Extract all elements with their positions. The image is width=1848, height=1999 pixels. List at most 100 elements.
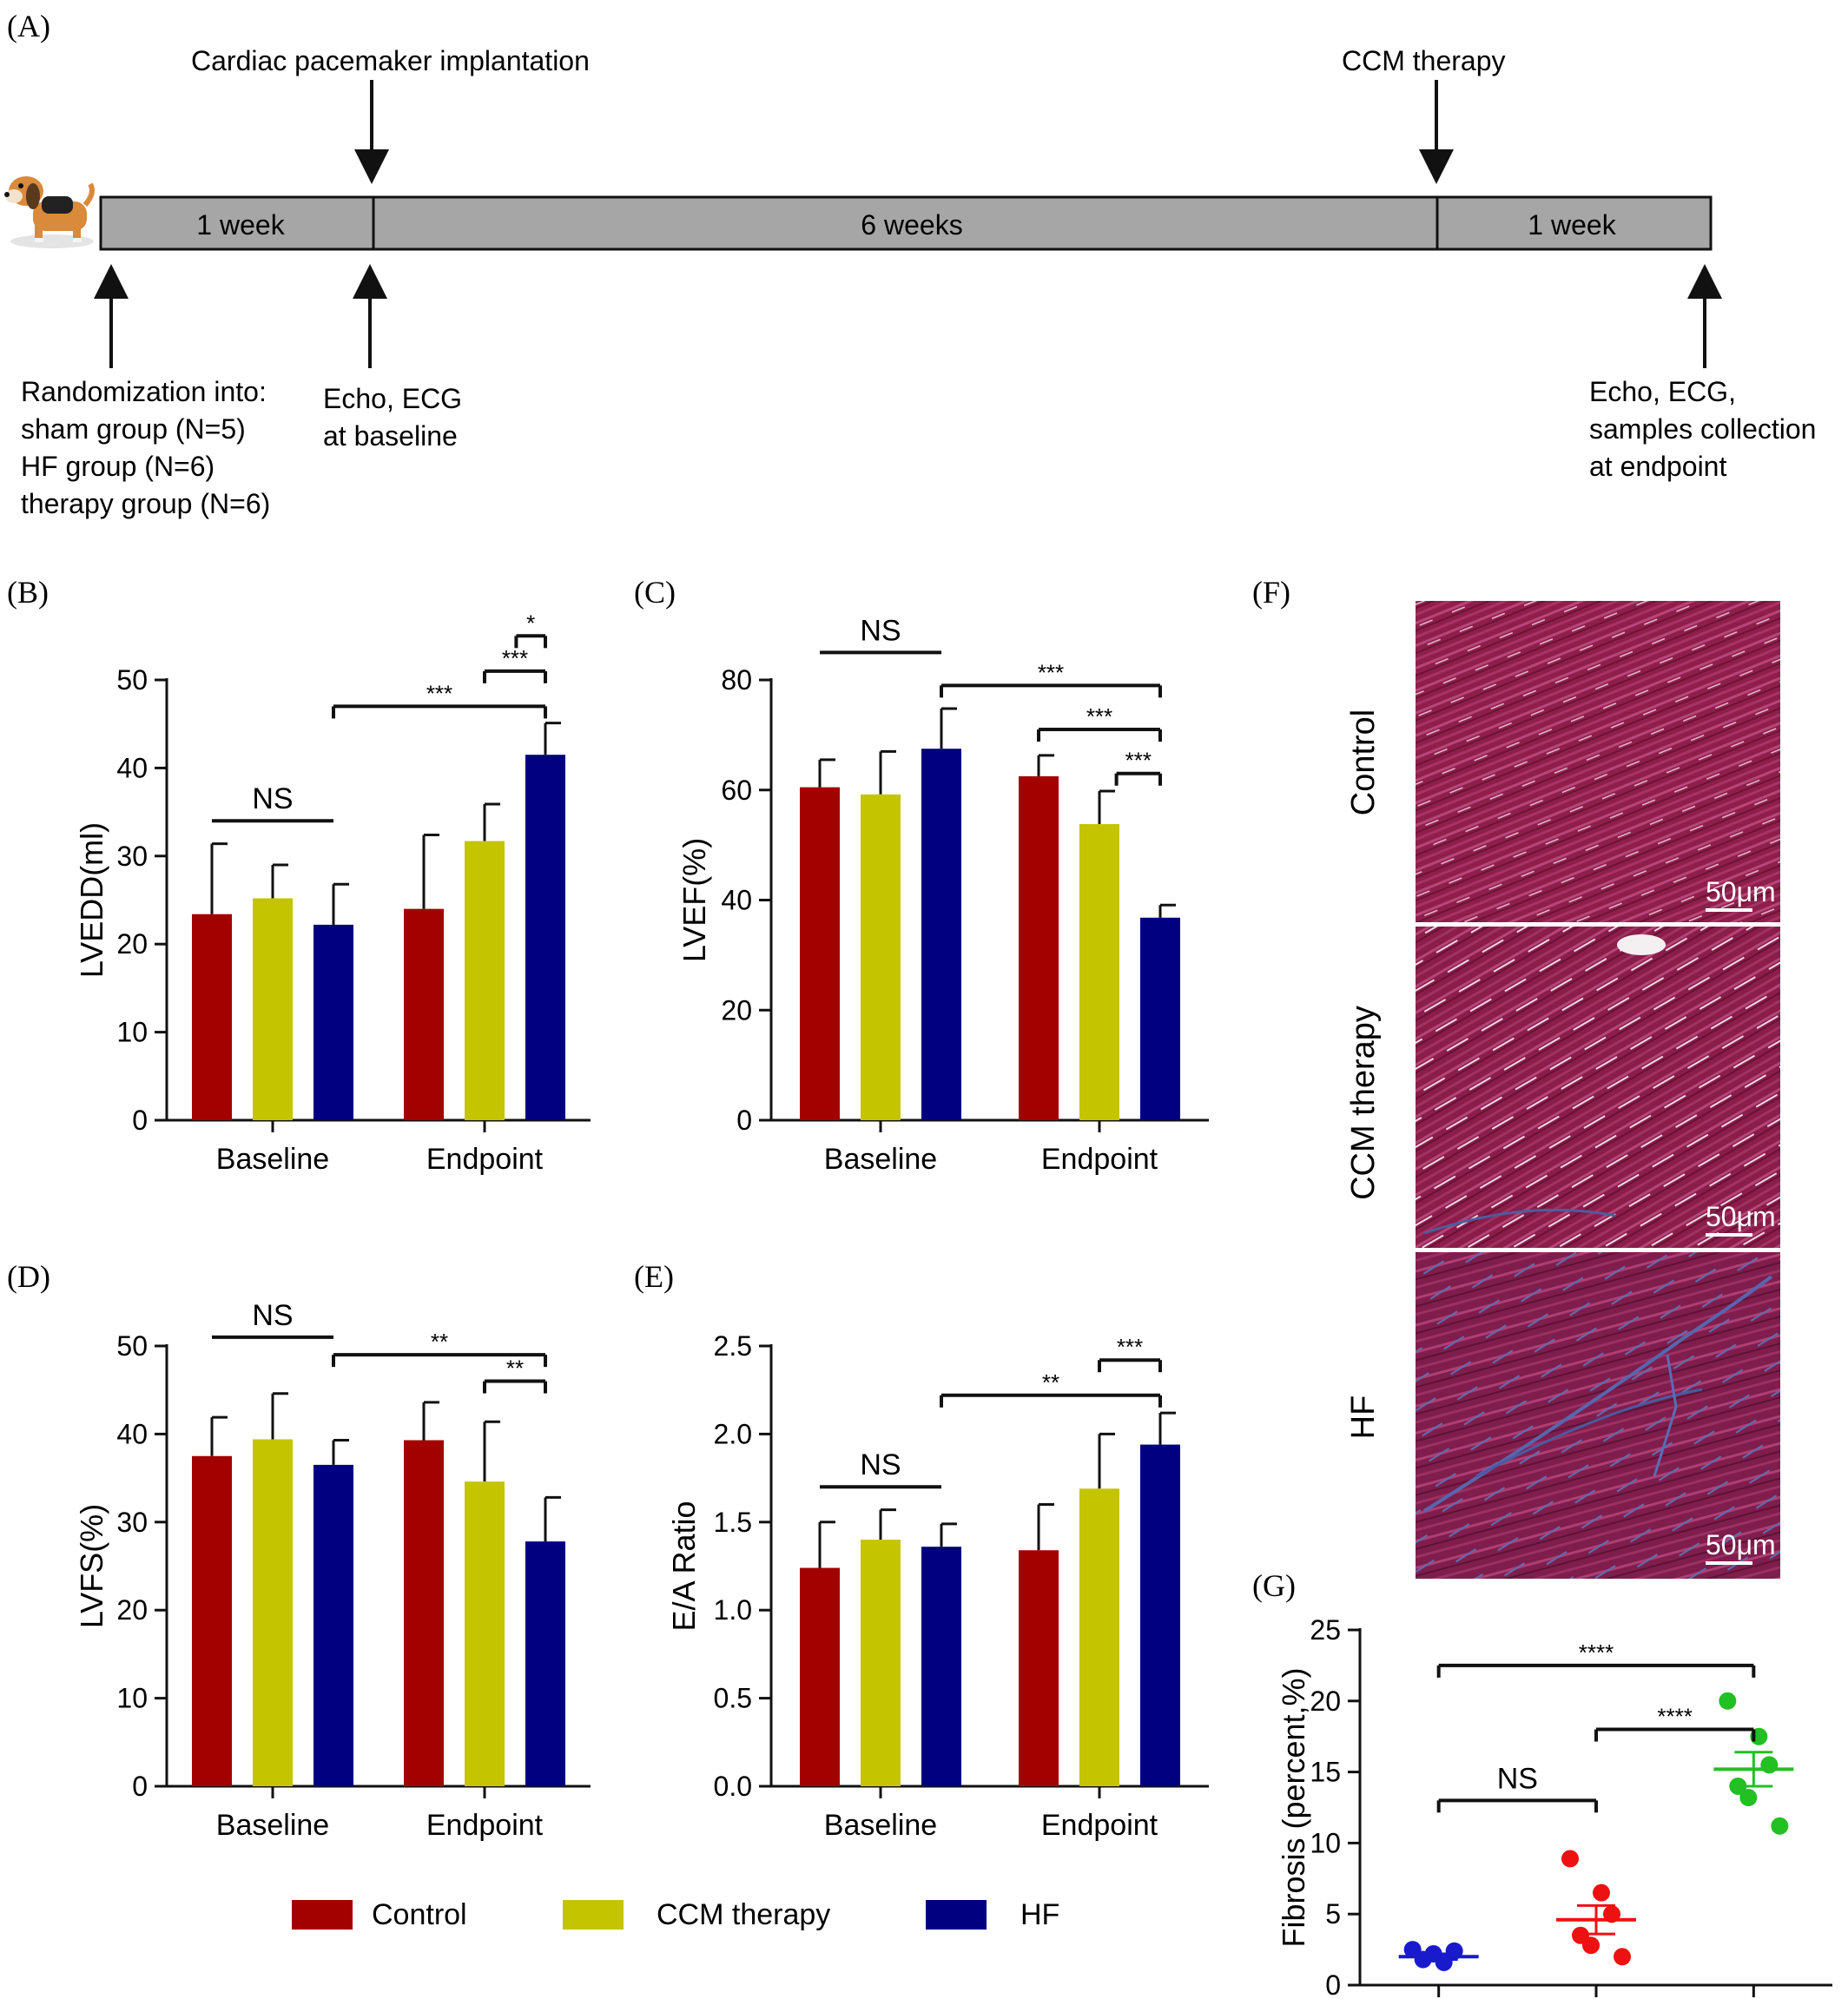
significance-label: **** [1579, 1639, 1614, 1666]
scale-bar: 50μm [1706, 876, 1776, 912]
histology-image-hf [1416, 1252, 1780, 1579]
svg-text:therapy group (N=6): therapy group (N=6) [21, 488, 270, 519]
timeline-segment-label: 6 weeks [861, 209, 962, 241]
data-point [1739, 1789, 1758, 1807]
y-axis-label: Fibrosis (percent,%) [1276, 1667, 1311, 1947]
bar [800, 1567, 840, 1786]
significance-label: *** [426, 680, 452, 706]
x-tick-label: Endpoint [426, 1143, 544, 1176]
y-tick-label: 0 [132, 1105, 148, 1136]
significance-label: NS [860, 1448, 901, 1481]
svg-text:50μm: 50μm [1706, 1529, 1776, 1560]
data-point [1561, 1850, 1579, 1868]
significance-label: *** [1117, 1334, 1143, 1360]
scale-bar: 50μm [1706, 1201, 1776, 1237]
y-tick-label: 50 [116, 1330, 148, 1362]
data-point [1593, 1884, 1610, 1902]
data-point [1614, 1948, 1631, 1966]
y-tick-label: 1.0 [714, 1594, 752, 1626]
y-tick-label: 15 [1310, 1757, 1341, 1788]
x-tick-label: Endpoint [1041, 1809, 1158, 1842]
svg-text:50μm: 50μm [1706, 876, 1776, 907]
data-point [1771, 1817, 1789, 1835]
svg-text:HF group (N=6): HF group (N=6) [21, 451, 214, 482]
significance-label: *** [502, 645, 528, 671]
bar [465, 1481, 505, 1786]
svg-text:samples collection: samples collection [1589, 413, 1816, 445]
x-tick-label: Baseline [216, 1809, 329, 1842]
panel-letter-d: (D) [7, 1259, 50, 1294]
bar [800, 787, 840, 1120]
significance-label: ** [506, 1356, 524, 1382]
bar [921, 749, 961, 1120]
bar [404, 908, 444, 1120]
y-tick-label: 40 [116, 1418, 148, 1449]
y-tick-label: 40 [116, 752, 148, 783]
panel-letter-a: (A) [7, 9, 50, 43]
y-tick-label: 30 [116, 841, 148, 872]
svg-text:at baseline: at baseline [323, 420, 458, 452]
panel-letter-g: (G) [1252, 1568, 1296, 1603]
bar [1079, 824, 1119, 1120]
y-axis-label: LVEDD(ml) [74, 822, 109, 978]
legend: Control CCM therapy HF [292, 1898, 1059, 1931]
y-tick-label: 10 [116, 1017, 148, 1048]
bar [861, 794, 901, 1120]
bar [192, 914, 232, 1120]
chart-ea-ratio: 0.0 0.5 1.0 1.5 2.0 2.5 E/A Ratio Baseline Endpo… [666, 1330, 1209, 1842]
bar [525, 755, 565, 1120]
legend-label: HF [1020, 1898, 1059, 1931]
ccm-label: CCM therapy [1342, 45, 1506, 76]
chart-lvef: 0 20 40 60 80 LVEF(%) Baseline Endpoint NS *** ***… [676, 614, 1209, 1176]
significance-label: NS [252, 782, 293, 815]
y-tick-label: 80 [721, 664, 752, 696]
x-tick-label: Endpoint [1041, 1143, 1158, 1176]
legend-swatch-ccm [563, 1900, 624, 1930]
panel-a: (A) 1 week 6 weeks 1 week Cardiac pacema… [4, 9, 1816, 519]
y-tick-label: 50 [116, 664, 148, 696]
x-tick-label: Baseline [824, 1143, 937, 1176]
bar [314, 924, 353, 1120]
y-tick-label: 1.5 [714, 1507, 752, 1538]
y-tick-label: 2.0 [714, 1418, 752, 1449]
bar [1019, 1550, 1059, 1786]
bar [1079, 1488, 1119, 1786]
timeline-bar [99, 195, 1713, 251]
significance-label: NS [252, 1299, 293, 1332]
y-tick-label: 0 [736, 1105, 752, 1136]
histology-row-label: HF [1345, 1395, 1382, 1440]
panel-letter-f: (F) [1252, 575, 1290, 610]
significance-label: *** [1086, 703, 1112, 729]
scale-bar: 50μm [1706, 1529, 1776, 1565]
bar [1140, 1444, 1180, 1786]
randomization-text: Randomization into: sham group (N=5) HF … [21, 376, 270, 519]
bar [404, 1440, 444, 1786]
pacemaker-label: Cardiac pacemaker implantation [191, 45, 590, 76]
significance-label: **** [1657, 1704, 1692, 1730]
y-tick-label: 2.5 [714, 1330, 752, 1362]
significance-label: NS [860, 614, 901, 647]
bar [1140, 917, 1180, 1120]
svg-text:sham group (N=5): sham group (N=5) [21, 413, 246, 445]
y-tick-label: 10 [1310, 1827, 1341, 1858]
y-tick-label: 25 [1310, 1614, 1341, 1646]
y-tick-label: 20 [116, 1594, 148, 1626]
bar [1019, 775, 1059, 1120]
y-tick-label: 10 [116, 1683, 148, 1714]
panel-letter-c: (C) [634, 575, 676, 610]
legend-swatch-hf [926, 1900, 987, 1930]
significance-label: ** [1042, 1369, 1059, 1395]
x-tick-label: Baseline [824, 1809, 937, 1842]
y-axis-label: LVFS(%) [74, 1504, 109, 1628]
timeline-segment-label: 1 week [1528, 209, 1616, 241]
bar [525, 1541, 565, 1786]
y-tick-label: 0.0 [714, 1771, 752, 1802]
significance-label: * [526, 610, 535, 636]
bar [921, 1547, 961, 1786]
dog-icon [4, 176, 95, 248]
bar [192, 1455, 232, 1786]
significance-label: ** [431, 1329, 448, 1355]
